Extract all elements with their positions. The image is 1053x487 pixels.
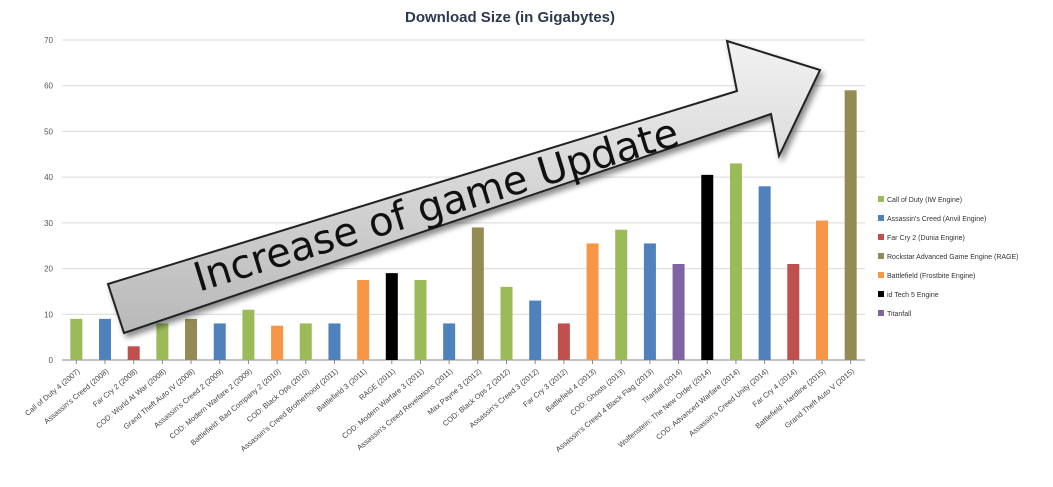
legend-label: Battlefield (Frostbite Engine) bbox=[887, 273, 975, 280]
chart-title: Download Size (in Gigabytes) bbox=[405, 9, 615, 26]
bar bbox=[213, 323, 226, 360]
bar bbox=[787, 264, 800, 360]
bar bbox=[414, 280, 427, 360]
legend-swatch bbox=[878, 291, 884, 297]
y-tick-label: 0 bbox=[49, 356, 54, 365]
legend-label: Titanfall bbox=[887, 311, 912, 318]
bar bbox=[127, 346, 140, 360]
bar bbox=[615, 229, 628, 360]
legend-swatch bbox=[878, 196, 884, 202]
legend-label: Rockstar Advanced Game Engine (RAGE) bbox=[887, 254, 1019, 261]
bar bbox=[758, 186, 771, 360]
y-tick-label: 10 bbox=[44, 310, 53, 319]
legend-swatch bbox=[878, 253, 884, 259]
legend-label: Assassin's Creed (Anvil Engine) bbox=[887, 216, 986, 223]
x-tick-label: Battlefield 3 (2011) bbox=[315, 366, 369, 413]
bar bbox=[299, 323, 312, 360]
bar bbox=[99, 318, 112, 360]
bar bbox=[844, 90, 857, 361]
bar bbox=[328, 323, 341, 360]
legend-label: id Tech 5 Engine bbox=[887, 292, 939, 299]
bar bbox=[529, 300, 542, 360]
bar bbox=[185, 318, 198, 360]
bar bbox=[672, 264, 685, 360]
bar bbox=[242, 309, 255, 360]
bar bbox=[271, 325, 284, 360]
legend-swatch bbox=[878, 215, 884, 221]
legend-swatch bbox=[878, 310, 884, 316]
bar bbox=[586, 243, 599, 360]
y-tick-label: 40 bbox=[44, 173, 53, 182]
arrow-text: Increase of game Update bbox=[188, 110, 684, 301]
x-tick-label: Battlefield 4 (2013) bbox=[544, 366, 598, 414]
y-tick-label: 20 bbox=[44, 265, 53, 274]
bar bbox=[70, 318, 83, 360]
bar bbox=[643, 243, 656, 360]
y-tick-label: 60 bbox=[44, 82, 53, 91]
bar bbox=[471, 227, 484, 360]
legend-swatch bbox=[878, 272, 884, 278]
bar bbox=[815, 220, 828, 360]
y-tick-label: 50 bbox=[44, 127, 53, 136]
bar bbox=[385, 273, 398, 360]
trend-arrow bbox=[106, 39, 822, 335]
bar bbox=[729, 163, 742, 360]
y-tick-label: 30 bbox=[44, 219, 53, 228]
bar bbox=[443, 323, 456, 360]
bar bbox=[500, 286, 513, 360]
bar bbox=[156, 323, 169, 360]
bar bbox=[701, 174, 714, 360]
y-tick-label: 70 bbox=[44, 36, 53, 45]
legend-label: Far Cry 2 (Dunia Engine) bbox=[887, 235, 965, 242]
legend-label: Call of Duty (IW Engine) bbox=[887, 197, 962, 204]
legend-swatch bbox=[878, 234, 884, 240]
bar bbox=[557, 323, 570, 360]
bar bbox=[357, 280, 370, 360]
